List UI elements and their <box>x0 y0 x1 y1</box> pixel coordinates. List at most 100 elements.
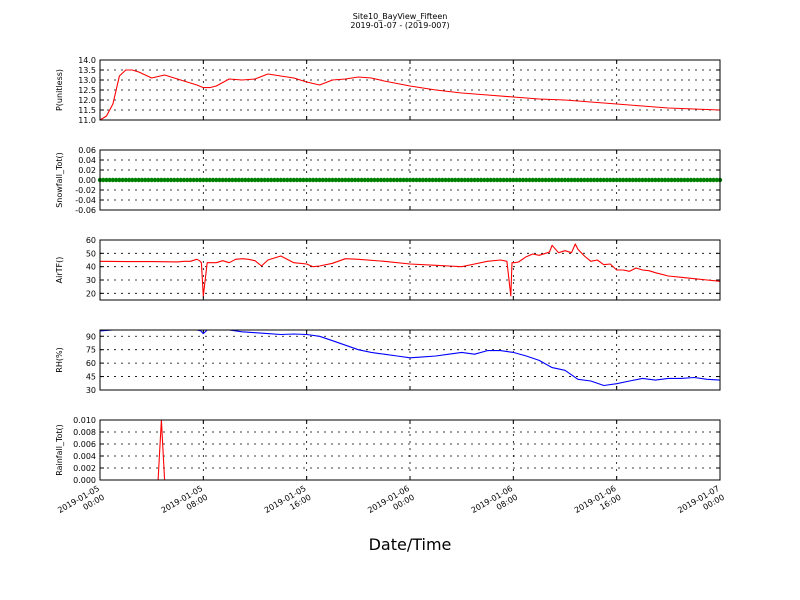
data-point <box>139 177 145 183</box>
data-point <box>281 177 287 183</box>
data-point <box>517 177 522 183</box>
y-tick-label: 30 <box>86 386 96 395</box>
data-point <box>569 177 574 183</box>
data-point <box>265 177 271 183</box>
y-tick-label: 90 <box>86 332 96 341</box>
data-point <box>559 177 564 183</box>
data-point <box>259 177 264 183</box>
data-point <box>197 177 203 183</box>
data-point <box>666 177 671 183</box>
data-point <box>575 177 581 183</box>
data-point <box>553 177 558 183</box>
data-point <box>475 177 481 183</box>
y-tick-label: 30 <box>86 276 96 285</box>
data-point <box>285 177 290 183</box>
data-point <box>643 177 648 183</box>
data-point <box>662 177 668 183</box>
data-point <box>378 177 384 183</box>
data-point <box>491 177 497 183</box>
data-point <box>630 177 636 183</box>
data-point <box>349 177 355 183</box>
data-point <box>443 177 448 183</box>
data-point <box>162 177 167 183</box>
data-point <box>388 177 393 183</box>
data-point <box>469 177 474 183</box>
data-point <box>675 177 681 183</box>
data-point <box>582 177 587 183</box>
data-point <box>323 177 329 183</box>
data-point <box>307 177 313 183</box>
data-point <box>372 177 377 183</box>
y-tick-label: -0.04 <box>75 196 96 205</box>
subplot-3: 20 30 40 50 60 AirTF() <box>55 236 721 301</box>
data-point <box>175 177 180 183</box>
data-point <box>640 177 645 183</box>
data-point <box>624 177 629 183</box>
y-tick-label: 45 <box>86 373 96 382</box>
data-point <box>462 177 468 183</box>
data-point <box>549 177 555 183</box>
data-point <box>698 177 703 183</box>
y-tick-label: 0.006 <box>73 440 96 449</box>
y-axis-label: P(unitless) <box>55 69 64 111</box>
data-point <box>339 177 345 183</box>
y-tick-label: 0.002 <box>73 464 96 473</box>
data-point <box>679 177 684 183</box>
x-tick-label: 2019-01-0700:00 <box>676 484 726 524</box>
data-point <box>275 177 280 183</box>
data-point <box>130 177 135 183</box>
data-point <box>143 177 148 183</box>
data-point <box>540 177 545 183</box>
data-point <box>578 177 584 183</box>
data-point <box>201 177 206 183</box>
data-point <box>152 177 158 183</box>
x-axis-label: Date/Time <box>369 535 452 554</box>
data-point <box>714 177 719 183</box>
data-point <box>188 177 193 183</box>
data-point <box>682 177 687 183</box>
data-point <box>369 177 374 183</box>
data-point <box>543 177 548 183</box>
data-point <box>562 177 568 183</box>
axes-frame <box>99 419 721 481</box>
data-point <box>704 177 710 183</box>
y-axis-label: AirTF() <box>55 257 64 284</box>
data-point <box>436 177 442 183</box>
data-point <box>230 177 235 183</box>
data-point <box>252 177 258 183</box>
data-point <box>653 177 658 183</box>
data-point <box>669 177 674 183</box>
subplot-4: 30 45 60 75 90 RH(%) <box>55 329 721 395</box>
subplot-5: 0.000 0.002 0.004 0.006 0.008 0.010 Rainfall_T… <box>55 416 721 485</box>
data-point <box>566 177 571 183</box>
y-tick-label: -0.02 <box>75 186 96 195</box>
data-point <box>262 177 267 183</box>
y-axis-label: Snowfall_Tot() <box>55 152 64 208</box>
data-point <box>327 177 332 183</box>
data-point <box>572 177 577 183</box>
subplot-2: -0.06-0.04-0.020.000.020.040.06 Snowfall_… <box>55 146 723 215</box>
data-point <box>472 177 477 183</box>
data-point <box>637 177 642 183</box>
data-point <box>336 177 342 183</box>
y-tick-label: 0.02 <box>78 166 96 175</box>
data-point <box>398 177 403 183</box>
x-tick-label: 2019-01-0616:00 <box>573 484 623 524</box>
data-point <box>646 177 652 183</box>
x-axis: 2019-01-0500:00 2019-01-0508:00 2019-01-05… <box>56 484 726 524</box>
y-tick-label: 0.008 <box>73 428 96 437</box>
data-point <box>411 177 416 183</box>
data-point <box>249 177 254 183</box>
data-point <box>168 177 174 183</box>
data-point <box>672 177 677 183</box>
data-point <box>504 177 510 183</box>
data-point <box>433 177 439 183</box>
data-point <box>401 177 406 183</box>
data-point <box>482 177 487 183</box>
data-point <box>291 177 296 183</box>
data-point <box>172 177 177 183</box>
y-tick-label: 13.5 <box>78 66 96 75</box>
data-point <box>391 177 397 183</box>
y-tick-label: 0.04 <box>78 156 96 165</box>
data-point <box>420 177 426 183</box>
